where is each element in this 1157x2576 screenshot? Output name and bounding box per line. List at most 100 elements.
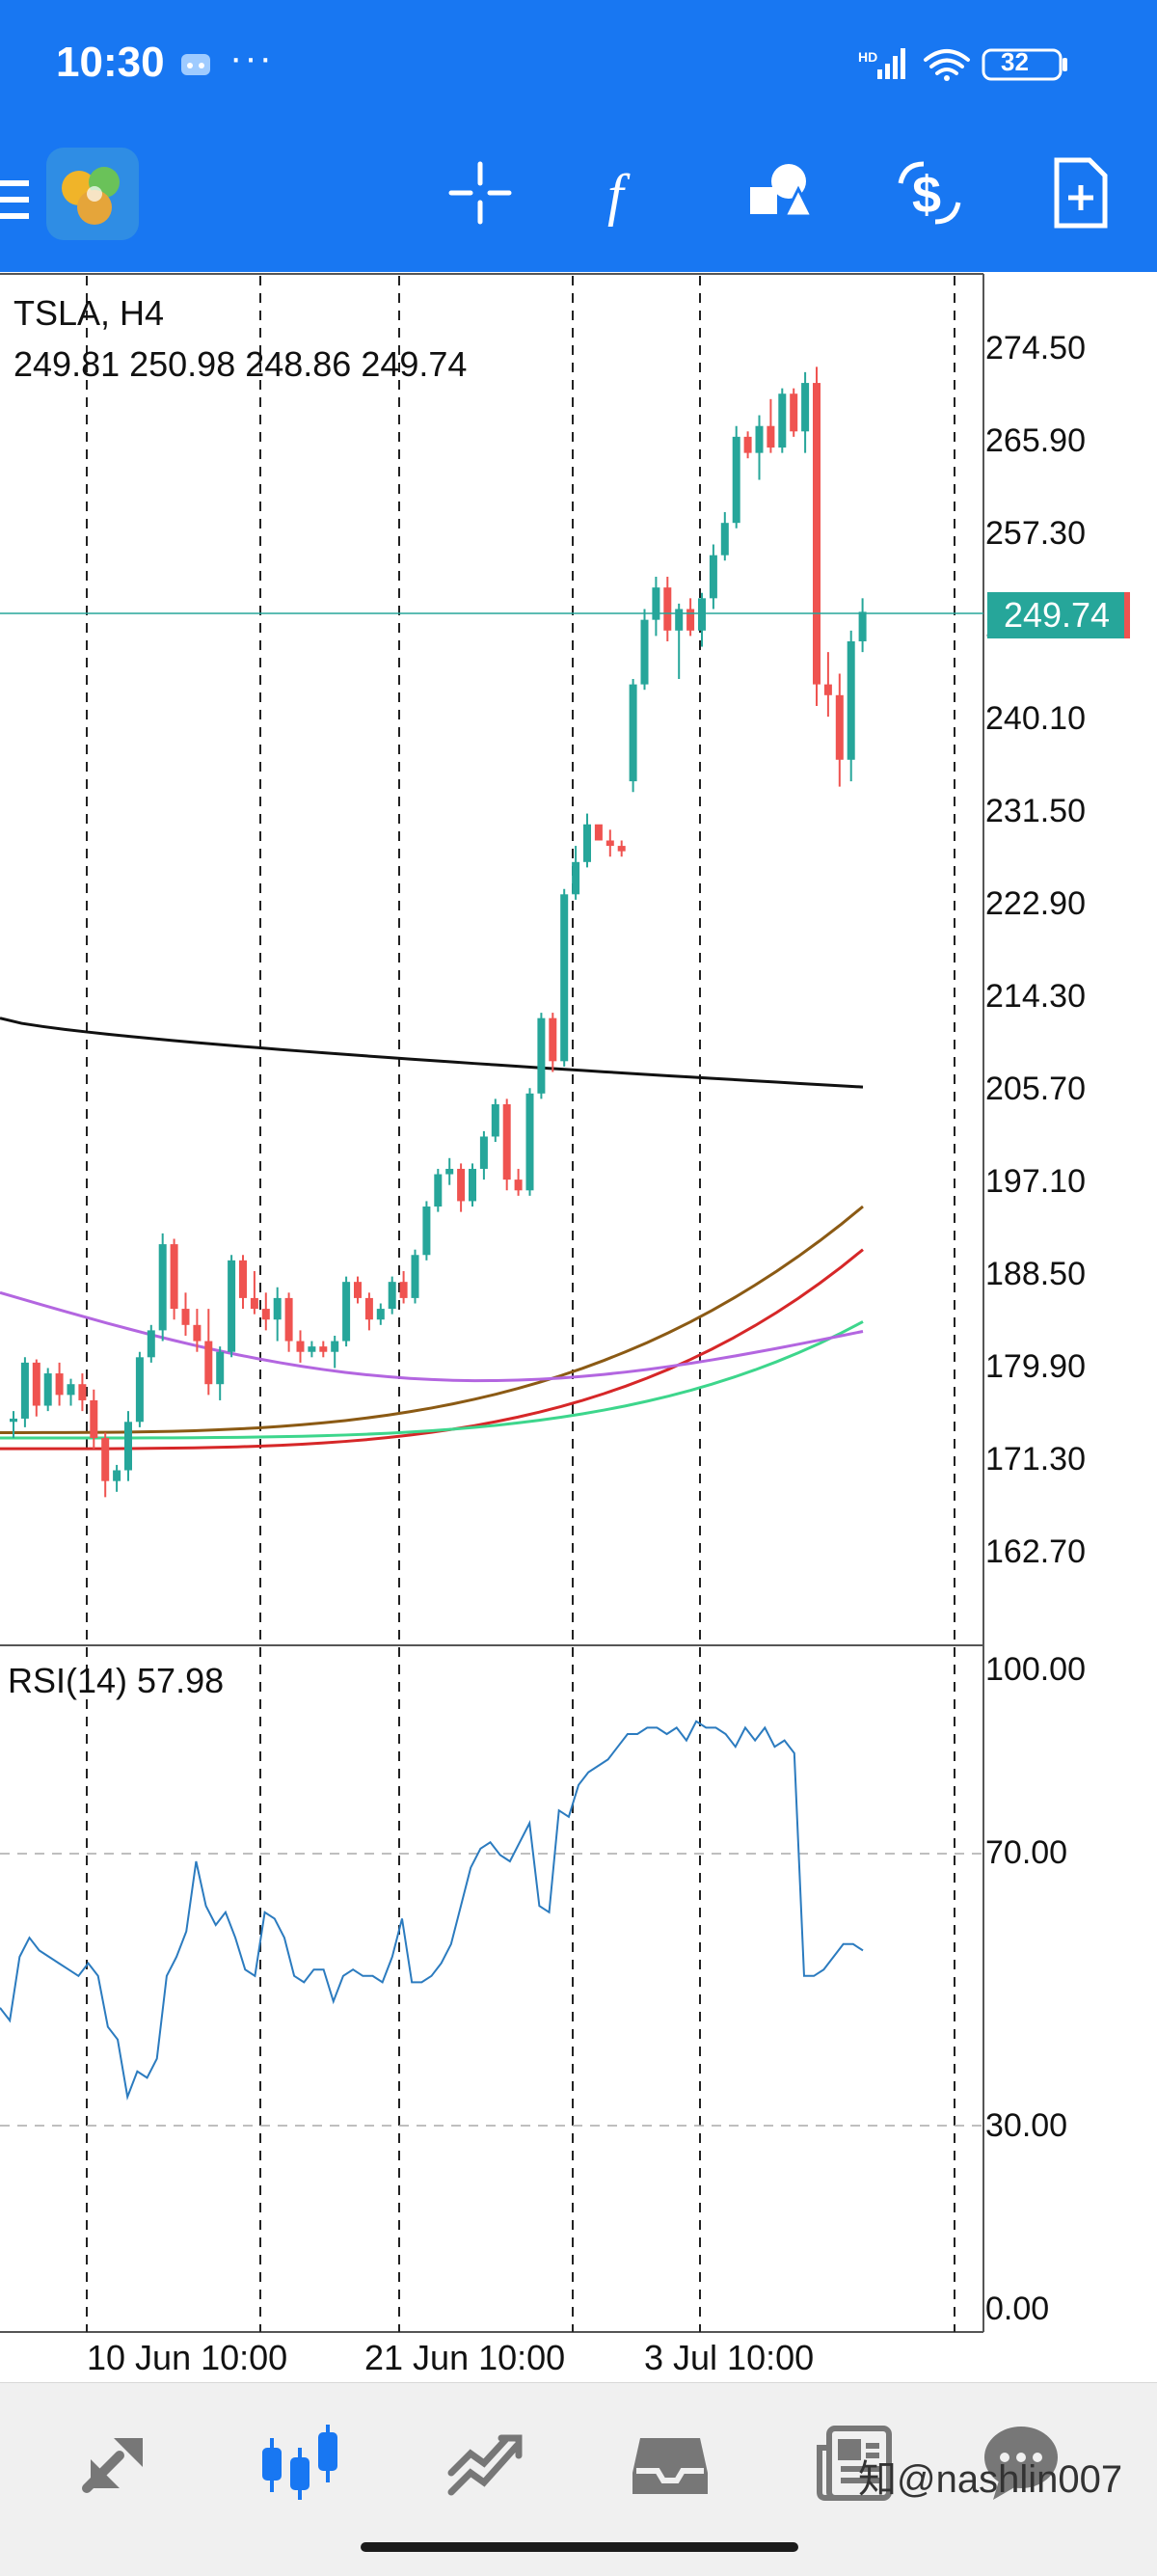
status-indicators: HD 32	[858, 44, 1099, 83]
current-price-tag: 249.74	[987, 592, 1126, 638]
candle-body	[170, 1244, 178, 1310]
price-axis-label: 179.90	[985, 1348, 1086, 1385]
price-axis-label: 274.50	[985, 330, 1086, 366]
home-indicator[interactable]	[361, 2542, 798, 2552]
objects-icon[interactable]	[742, 154, 820, 231]
candle-body	[216, 1351, 225, 1385]
candle-body	[250, 1297, 258, 1310]
candle-body	[193, 1324, 202, 1342]
rsi-axis-label: 0.00	[985, 2291, 1050, 2327]
candle-body	[823, 684, 832, 695]
messages-icon[interactable]	[978, 2419, 1064, 2506]
candle-body	[399, 1282, 408, 1298]
candle-body	[43, 1373, 52, 1406]
rsi-axis-label: 70.00	[985, 1834, 1068, 1871]
candle-body	[354, 1282, 362, 1298]
candle-body	[732, 436, 740, 524]
indicator-f-icon[interactable]: f	[590, 154, 667, 231]
candle-body	[755, 425, 764, 453]
candle-body	[284, 1297, 293, 1342]
crosshair-icon[interactable]	[442, 154, 519, 231]
status-more-dots: ···	[229, 37, 274, 79]
candle-body	[434, 1174, 443, 1207]
candle-body	[411, 1255, 419, 1298]
wifi-icon	[924, 49, 970, 75]
candle-body	[847, 640, 855, 760]
candle-body	[388, 1282, 396, 1310]
current-price-tag-edge	[1124, 592, 1130, 638]
candle-body	[640, 619, 649, 685]
candle-body	[204, 1341, 213, 1385]
price-axis-label: 162.70	[985, 1533, 1086, 1570]
candle-body	[445, 1168, 454, 1175]
ma-purple-line	[0, 1290, 864, 1383]
candle-body	[228, 1260, 236, 1352]
battery-icon	[982, 48, 1067, 81]
candle-body	[594, 824, 603, 841]
price-axis-label: 257.30	[985, 515, 1086, 552]
price-chart[interactable]	[0, 272, 1157, 2382]
rsi-line	[0, 1720, 864, 2101]
candle-body	[479, 1136, 488, 1169]
rsi-axis-label: 30.00	[985, 2107, 1068, 2144]
news-icon[interactable]	[812, 2419, 899, 2506]
svg-text:$: $	[912, 166, 941, 224]
candle-body	[572, 861, 580, 895]
history-icon[interactable]	[627, 2419, 713, 2506]
notification-app-icon	[179, 48, 212, 77]
symbol-label: TSLA, H4	[13, 293, 165, 333]
candle-body	[319, 1346, 328, 1352]
candle-body	[663, 587, 672, 631]
svg-text:HD: HD	[858, 49, 877, 65]
candle-body	[605, 840, 614, 847]
app-logo[interactable]	[46, 148, 139, 240]
price-axis-label: 222.90	[985, 885, 1086, 922]
candle-body	[469, 1168, 476, 1202]
svg-text:f: f	[607, 163, 631, 227]
candle-body	[342, 1282, 351, 1342]
candle-body	[675, 609, 684, 631]
rsi-label: RSI(14) 57.98	[8, 1661, 225, 1700]
ma-green-line	[0, 1320, 864, 1440]
candle-body	[20, 1362, 29, 1419]
candle-body	[583, 824, 591, 862]
time-axis-label: 21 Jun 10:00	[364, 2338, 566, 2377]
candle-body	[617, 846, 626, 852]
candle-body	[560, 894, 569, 1062]
time-axis-label: 3 Jul 10:00	[644, 2338, 815, 2377]
candle-body	[67, 1384, 75, 1396]
candle-body	[113, 1470, 121, 1481]
candle-body	[147, 1330, 155, 1358]
candle-body	[239, 1260, 247, 1298]
trade-dollar-icon[interactable]: $	[891, 154, 968, 231]
candle-body	[376, 1309, 385, 1320]
battery-level: 32	[1001, 47, 1029, 76]
candle-body	[55, 1373, 64, 1396]
price-axis-label: 265.90	[985, 422, 1086, 459]
trade-icon[interactable]	[442, 2419, 528, 2506]
candle-body	[813, 383, 821, 685]
candle-body	[491, 1103, 499, 1137]
rsi-axis-label: 100.00	[985, 1651, 1086, 1688]
candle-body	[364, 1297, 373, 1320]
menu-icon[interactable]	[0, 176, 29, 223]
candle-body	[835, 694, 844, 760]
candle-body	[709, 555, 717, 599]
chart-icon[interactable]	[256, 2419, 343, 2506]
new-order-icon[interactable]	[1041, 154, 1118, 231]
price-axis-label: 214.30	[985, 978, 1086, 1015]
quotes-icon[interactable]	[73, 2419, 160, 2506]
time-axis-label: 10 Jun 10:00	[87, 2338, 288, 2377]
candle-body	[743, 436, 752, 453]
candle-body	[296, 1341, 305, 1352]
signal-icon: HD	[858, 48, 905, 79]
candle-body	[686, 609, 695, 631]
candle-body	[101, 1438, 110, 1481]
ma-black-line	[0, 1017, 864, 1089]
candle-body	[790, 393, 798, 432]
price-axis-label: 205.70	[985, 1071, 1086, 1107]
candle-body	[308, 1346, 316, 1352]
chart-toolbar	[0, 137, 1157, 272]
candle-body	[32, 1362, 40, 1406]
candle-body	[525, 1093, 534, 1191]
